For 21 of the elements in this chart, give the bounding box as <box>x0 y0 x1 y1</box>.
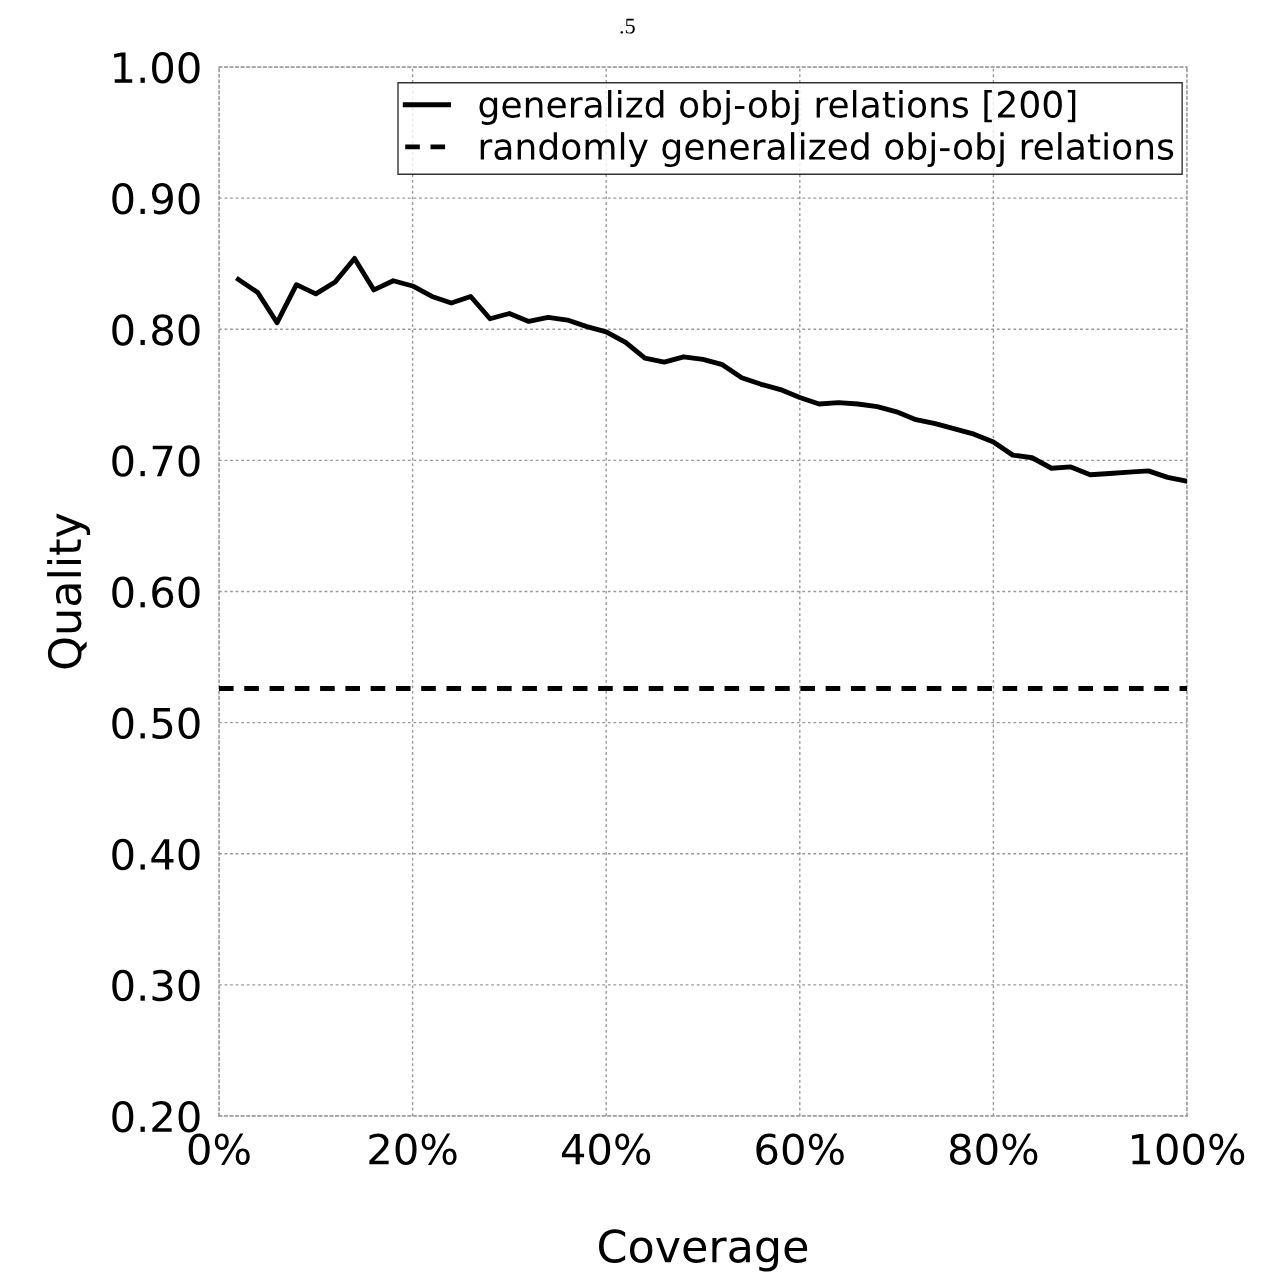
y-tick-label: 0.50 <box>112 707 200 740</box>
y-tick-label: 0.60 <box>112 576 200 608</box>
chart-title: .5 <box>620 18 635 34</box>
y-tick-label: 0.30 <box>112 969 200 1002</box>
x-tick-label: 100% <box>1132 1133 1245 1165</box>
y-tick-label: 0.90 <box>112 183 200 215</box>
legend-label: generalizd obj-obj relations [200] <box>479 89 1076 125</box>
y-tick-label: 0.20 <box>112 1100 200 1133</box>
line-series <box>235 256 1187 484</box>
x-tick-label: 40% <box>561 1133 651 1165</box>
x-tick-label: 60% <box>756 1133 844 1165</box>
x-tick-label: 0% <box>188 1133 250 1165</box>
y-tick-label: 0.70 <box>112 445 200 477</box>
y-tick-label: 0.40 <box>112 838 200 871</box>
x-tick-label: 80% <box>949 1133 1038 1165</box>
y-axis-title: Quality <box>47 513 91 669</box>
y-tick-label: 1.00 <box>114 51 200 84</box>
x-tick-label: 20% <box>369 1133 457 1165</box>
y-tick-label: 0.80 <box>112 314 200 346</box>
x-axis-title: Coverage <box>599 1229 808 1272</box>
legend-label: randomly generalized obj-obj relations <box>480 132 1174 168</box>
